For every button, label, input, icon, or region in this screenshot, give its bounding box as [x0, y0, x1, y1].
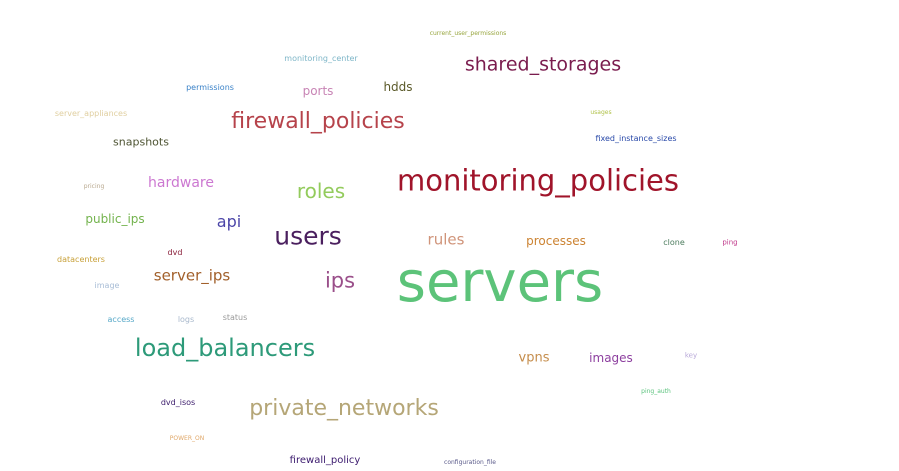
- word-shared-storages: shared_storages: [464, 53, 622, 76]
- word-firewall-policies: firewall_policies: [231, 109, 405, 134]
- word-server-ips: server_ips: [153, 266, 231, 285]
- word-roles: roles: [296, 179, 346, 203]
- word-pricing: pricing: [83, 183, 105, 190]
- word-image: image: [94, 281, 120, 290]
- word-monitoring-policies: monitoring_policies: [396, 163, 680, 198]
- word-ping-auth: ping_auth: [641, 388, 671, 395]
- word-public-ips: public_ips: [85, 212, 145, 226]
- word-monitoring-center: monitoring_center: [284, 54, 358, 63]
- word-images: images: [589, 351, 633, 365]
- word-vpns: vpns: [518, 350, 550, 366]
- word-current-user-permissions: current_user_permissions: [429, 30, 507, 37]
- word-private-networks: private_networks: [249, 396, 439, 421]
- word-power-on: POWER_ON: [169, 435, 205, 442]
- word-snapshots: snapshots: [113, 135, 169, 149]
- word-ports: ports: [302, 84, 334, 98]
- word-ips: ips: [324, 268, 356, 293]
- word-logs: logs: [177, 315, 195, 324]
- word-access: access: [107, 315, 135, 324]
- word-processes: processes: [526, 234, 586, 248]
- word-dvd-isos: dvd_isos: [160, 398, 196, 407]
- word-hdds: hdds: [383, 80, 413, 94]
- word-permissions: permissions: [186, 83, 234, 92]
- word-dvd: dvd: [167, 248, 183, 257]
- word-load-balancers: load_balancers: [134, 334, 316, 362]
- word-datacenters: datacenters: [57, 255, 105, 264]
- word-ping: ping: [722, 238, 738, 247]
- word-clone: clone: [663, 238, 685, 247]
- word-servers: servers: [396, 250, 604, 315]
- word-hardware: hardware: [148, 175, 214, 191]
- word-configuration-file: configuration_file: [444, 459, 496, 466]
- word-status: status: [222, 313, 248, 322]
- word-users: users: [274, 221, 342, 251]
- word-firewall-policy: firewall_policy: [289, 455, 361, 466]
- word-server-appliances: server_appliances: [54, 109, 128, 118]
- word-key: key: [684, 351, 698, 360]
- word-rules: rules: [427, 230, 465, 249]
- word-fixed-instance-sizes: fixed_instance_sizes: [595, 134, 677, 143]
- word-api: api: [216, 212, 242, 231]
- word-usages: usages: [590, 109, 612, 116]
